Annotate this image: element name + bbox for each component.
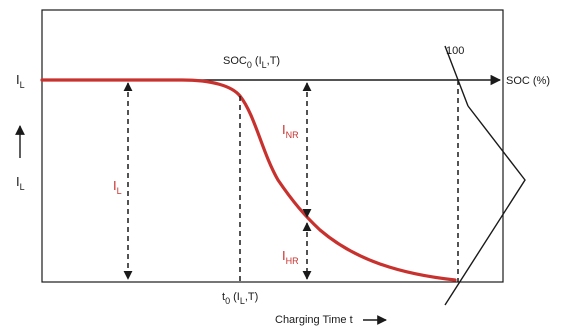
il-red-label: IL xyxy=(113,178,122,196)
soc-axis-label: SOC (%) xyxy=(506,75,550,87)
current-curve xyxy=(40,78,457,282)
soc-scale-line xyxy=(444,45,469,107)
plot-frame xyxy=(41,9,504,283)
t0-label: t0 (IL,T) xyxy=(222,291,258,306)
soc-bracket xyxy=(444,105,526,306)
soc0-label: SOC0 (IL,T) xyxy=(223,55,280,70)
soc-100-label: 100 xyxy=(446,45,464,57)
current-axis-label: IL xyxy=(16,174,25,192)
inr-label: INR xyxy=(282,122,299,140)
time-axis-label: Charging Time t xyxy=(275,314,353,326)
ihr-label: IHR xyxy=(282,248,299,266)
il-level-label: IL xyxy=(16,72,25,90)
